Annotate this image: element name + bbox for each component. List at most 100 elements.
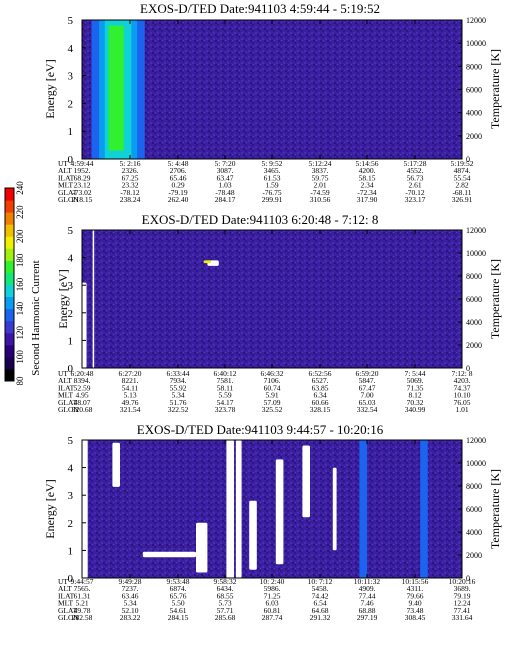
orbit-row-value: 23.32: [122, 181, 139, 190]
orbit-row-value: 6527.: [312, 376, 329, 385]
panel-3-y-ticks: 0 1 2 3 4 5: [68, 435, 463, 585]
orbit-row-value: 49.76: [122, 398, 139, 407]
orbit-row-value: 7565.: [74, 584, 91, 593]
orbit-row-value: 10: 2:40: [260, 577, 285, 586]
colorbar-step: [5, 260, 14, 273]
orbit-row-value: 2326.: [122, 166, 139, 175]
colorbar-step: [5, 224, 14, 237]
colorbar-tick-label: 220: [15, 205, 25, 219]
y2-tick-label: 10000: [466, 39, 486, 48]
orbit-row-label: MLT: [58, 391, 74, 400]
colorbar-tick-label: 200: [15, 229, 25, 243]
orbit-row-value: 4200.: [359, 166, 376, 175]
orbit-row-value: 218.15: [72, 195, 93, 204]
orbit-row-value: 5458.: [312, 584, 329, 593]
orbit-row-value: 68.29: [74, 173, 91, 182]
panel-2-y2-ticks: 0 2000 4000 6000 8000 10000 12000: [458, 226, 486, 373]
orbit-row-value: 52.10: [122, 606, 139, 615]
y-tick-label: 0: [68, 573, 74, 585]
orbit-row-value: 6.54: [313, 599, 326, 608]
orbit-row-value: 2.61: [408, 181, 421, 190]
orbit-row-value: 332.54: [357, 405, 378, 414]
orbit-row-value: 55.92: [170, 383, 187, 392]
y-tick-label: 2: [68, 518, 74, 530]
y2-tick-label: 0: [466, 155, 470, 164]
panel-1-y-ticks: 0 1 2 3 4 5: [68, 15, 463, 166]
orbit-row-value: 287.74: [262, 613, 283, 622]
colorbar-step: [5, 248, 14, 261]
orbit-row-value: 282.58: [72, 613, 93, 622]
panel-1-plot-bg: [82, 20, 462, 159]
orbit-row-value: 70.32: [407, 398, 424, 407]
orbit-row-value: 4:59:44: [71, 159, 94, 168]
heatmap-feature: [203, 260, 212, 264]
orbit-row-value: 71.25: [264, 591, 281, 600]
y2-tick-label: 0: [466, 574, 470, 583]
orbit-row-value: 7581.: [217, 376, 234, 385]
panel-1-title: EXOS-D/TED Date:941103 4:59:44 - 5:19:52: [140, 1, 380, 16]
y2-tick-label: 4000: [466, 528, 482, 537]
orbit-row-value: 64.68: [312, 606, 329, 615]
y-tick-label: 0: [68, 363, 74, 375]
heatmap-feature: [82, 282, 87, 368]
colorbar-tick-label: 80: [15, 376, 25, 386]
y2-tick-label: 2000: [466, 551, 482, 560]
orbit-row-value: 6:33:44: [167, 369, 190, 378]
orbit-row-value: 284.15: [168, 613, 189, 622]
orbit-row-value: 77.41: [454, 606, 471, 615]
panel-3: EXOS-D/TED Date:941103 9:44:57 - 10:20:1…: [43, 422, 502, 622]
orbit-row-label: GLON: [58, 195, 79, 204]
orbit-row-value: 63.46: [122, 591, 139, 600]
panel-2-ylabel: Energy [eV]: [56, 269, 70, 328]
orbit-row-value: 299.91: [262, 195, 283, 204]
orbit-row-label: ILAT: [58, 173, 75, 182]
orbit-row-value: 5: 2:16: [119, 159, 140, 168]
colorbar-frame: [4, 187, 15, 382]
colorbar-step: [5, 212, 14, 225]
orbit-row-value: 7934.: [170, 376, 187, 385]
y-tick-label: 1: [68, 126, 74, 138]
heatmap-feature: [420, 440, 428, 578]
orbit-row-value: 12.24: [454, 599, 471, 608]
orbit-row-value: 1.01: [455, 405, 468, 414]
orbit-row-label: UT: [58, 369, 68, 378]
orbit-row-value: 5: 7:20: [214, 159, 235, 168]
orbit-row-value: 9.40: [408, 599, 421, 608]
orbit-row-value: 331.64: [452, 613, 473, 622]
orbit-row-label: GLAT: [58, 606, 78, 615]
orbit-row-value: 3689.: [454, 584, 471, 593]
orbit-row-value: 10: 7:12: [308, 577, 333, 586]
y-tick-label: 4: [68, 253, 74, 265]
y2-tick-label: 8000: [466, 62, 482, 71]
orbit-row-label: ILAT: [58, 383, 75, 392]
orbit-row-value: 6.34: [313, 391, 326, 400]
y-tick-label: 5: [68, 15, 74, 27]
orbit-row-value: 61.31: [74, 591, 91, 600]
orbit-row-label: ALT: [58, 166, 72, 175]
orbit-row-value: 58.15: [359, 173, 376, 182]
orbit-row-value: 5.50: [171, 599, 184, 608]
panel-2: EXOS-D/TED Date:941103 6:20:48 - 7:12: 8…: [56, 212, 502, 414]
heatmap-feature: [359, 440, 367, 578]
orbit-row-value: 9:49:28: [119, 577, 142, 586]
orbit-row-value: 52.59: [74, 383, 91, 392]
orbit-row-value: 59.75: [312, 173, 329, 182]
colorbar-step: [5, 188, 14, 201]
orbit-row-value: 1952.: [74, 166, 91, 175]
orbit-row-value: 65.46: [170, 173, 187, 182]
heatmap-feature: [92, 230, 95, 368]
panel-2-title: EXOS-D/TED Date:941103 6:20:48 - 7:12: 8: [142, 212, 379, 227]
orbit-row-value: 5:17:28: [404, 159, 427, 168]
panel-2-y-ticks: 0 1 2 3 4 5: [68, 225, 463, 375]
panel-1-features: [91, 20, 145, 159]
orbit-row-value: 74.37: [454, 383, 471, 392]
orbit-row-value: 10:11:32: [354, 577, 381, 586]
orbit-row-value: 8221.: [122, 376, 139, 385]
orbit-row-value: 5.73: [218, 599, 231, 608]
orbit-row-value: 1.03: [218, 181, 231, 190]
orbit-row-label: UT: [58, 159, 68, 168]
y2-tick-label: 2000: [466, 132, 482, 141]
orbit-row-value: 317.90: [357, 195, 378, 204]
heatmap-feature: [82, 440, 88, 578]
